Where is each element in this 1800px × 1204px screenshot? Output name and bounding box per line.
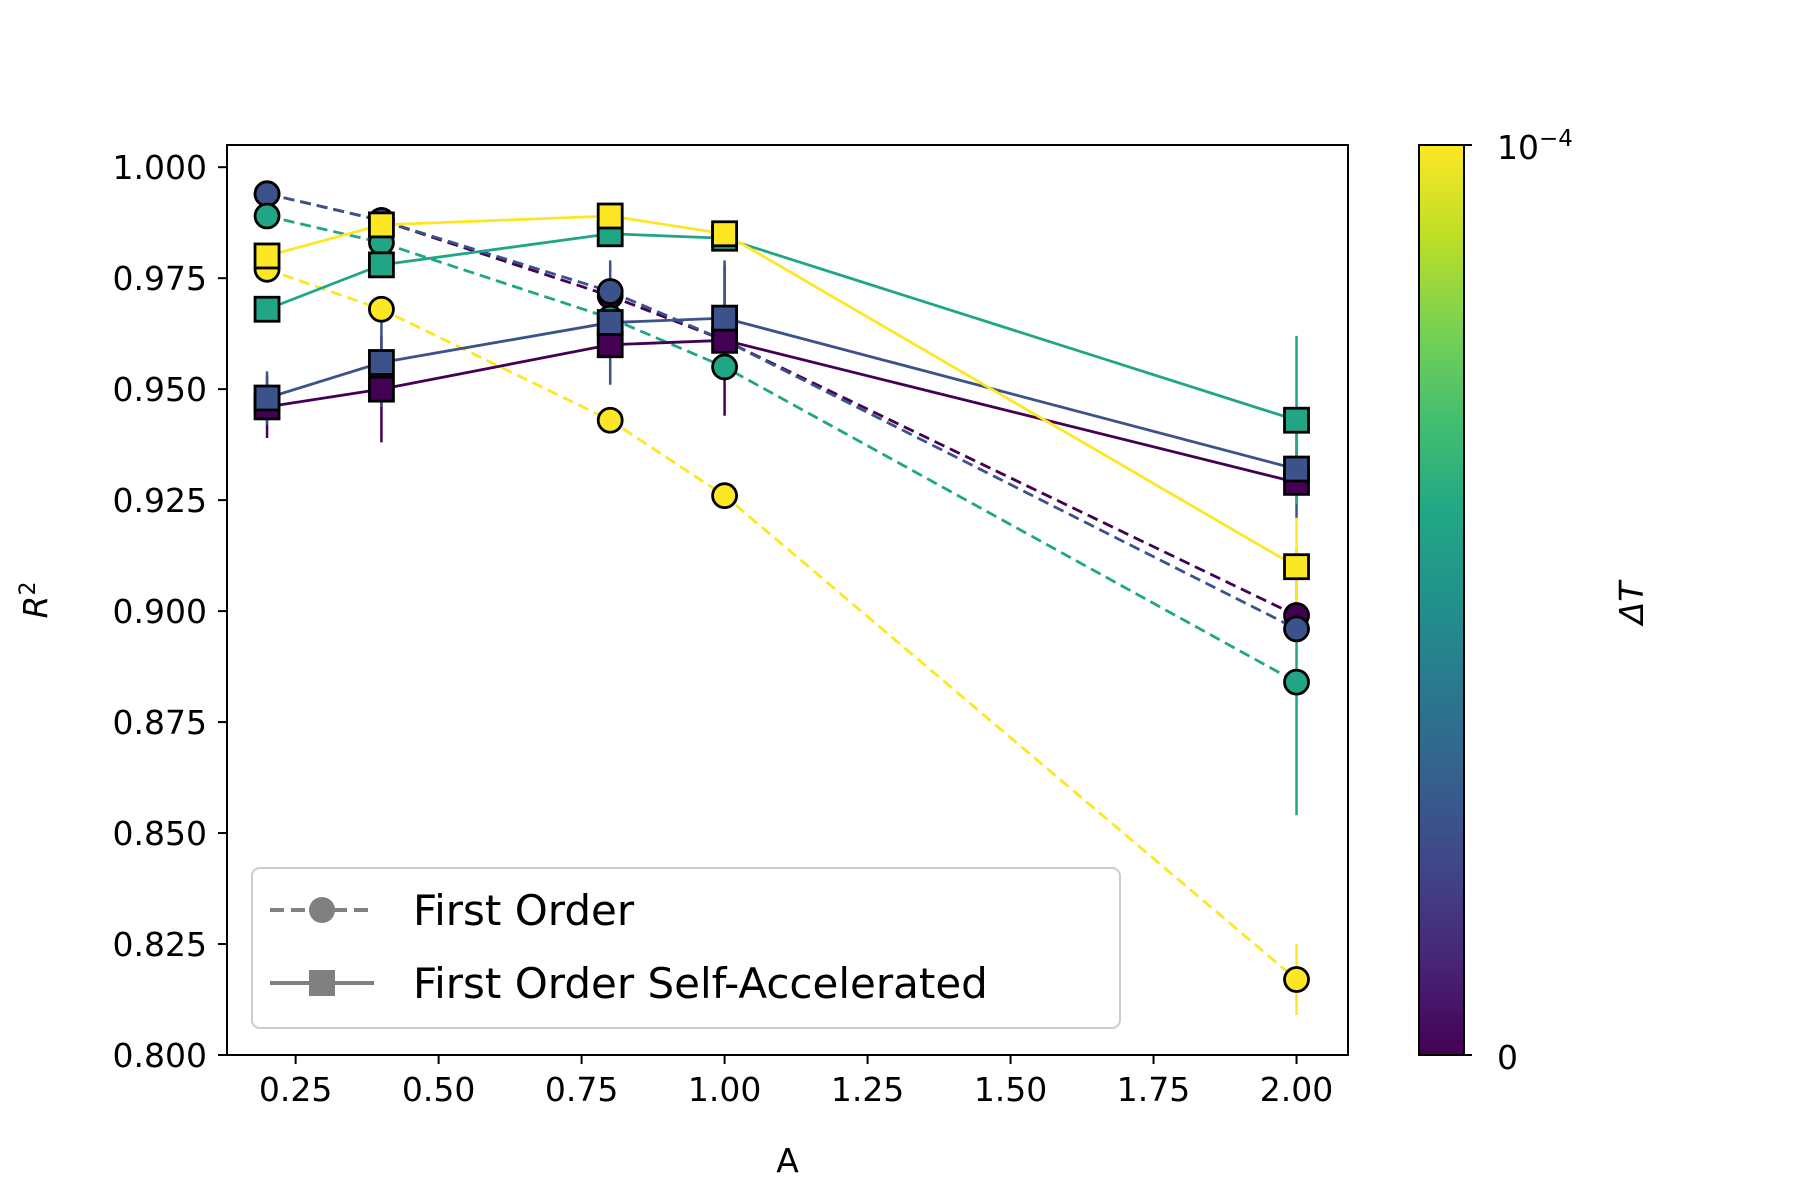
circle-marker: [596, 406, 624, 434]
y-tick-label: 0.825: [113, 925, 207, 964]
square-marker: [1283, 455, 1310, 483]
circle-marker: [1283, 668, 1310, 696]
series-line-1: [266, 192, 1298, 631]
y-tick-label: 0.900: [113, 592, 207, 631]
y-axis-label-exponent: 2: [16, 582, 41, 596]
series-line-5: [266, 316, 1297, 471]
square-marker: [253, 295, 281, 323]
square-marker: [596, 202, 624, 230]
y-axis-label: R2: [16, 582, 56, 619]
legend-square-marker: [309, 970, 335, 996]
y-tick-label: 0.875: [113, 703, 207, 742]
y-axis-ticks: 0.800 0.825 0.850 0.875 0.900 0.925 0.950 0.975…: [113, 148, 227, 1075]
colorbar-label: ΔT: [1612, 579, 1651, 628]
square-marker: [711, 220, 738, 248]
x-tick-label: 0.50: [402, 1070, 475, 1109]
series-markers: [253, 180, 1310, 993]
colorbar-max-label-base: 10: [1497, 128, 1539, 167]
circle-marker: [253, 202, 281, 230]
x-tick-label: 1.25: [831, 1070, 904, 1109]
series-line-2: [266, 214, 1298, 684]
legend-box: [251, 867, 1121, 1029]
square-marker: [368, 211, 395, 239]
x-tick-label: 0.75: [545, 1070, 618, 1109]
legend-entry-first-order: First Order: [270, 886, 635, 935]
x-axis-ticks: 0.25 0.50 0.75 1.00 1.25 1.50 1.75 2.00: [259, 1055, 1333, 1109]
square-marker: [711, 304, 738, 332]
circle-marker: [711, 482, 738, 510]
square-marker: [253, 242, 281, 270]
axes-frame: [226, 144, 1349, 1056]
square-marker: [253, 384, 281, 412]
y-tick-label: 0.975: [113, 259, 207, 298]
series-lines: [266, 192, 1298, 981]
series-line-4: [266, 338, 1297, 484]
x-axis-label: A: [776, 1141, 799, 1180]
circle-marker: [253, 180, 281, 208]
square-marker: [596, 309, 624, 336]
square-marker: [368, 375, 395, 403]
square-marker: [596, 331, 624, 359]
y-axis-label-base: R: [16, 596, 55, 619]
circle-marker: [1283, 966, 1310, 993]
legend: First Order First Order Self-Accelerated: [251, 867, 1121, 1029]
square-marker: [368, 251, 395, 279]
y-tick-label: 0.950: [113, 370, 207, 409]
series-line-7: [266, 214, 1298, 568]
legend-circle-marker: [309, 897, 335, 923]
series-line-6: [266, 232, 1297, 422]
square-marker: [1283, 553, 1310, 581]
y-tick-label: 0.850: [113, 814, 207, 853]
circle-marker: [368, 295, 395, 323]
colorbar: 10−4 0 ΔT: [1418, 126, 1651, 1077]
colorbar-min-label: 0: [1497, 1038, 1518, 1077]
circle-marker: [1283, 615, 1310, 643]
square-marker: [711, 326, 738, 354]
legend-label-first-order-self-accelerated: First Order Self-Accelerated: [413, 959, 988, 1008]
x-tick-label: 1.00: [688, 1070, 761, 1109]
square-marker: [1283, 406, 1310, 434]
legend-entry-first-order-self-accelerated: First Order Self-Accelerated: [270, 959, 988, 1008]
circle-marker: [596, 278, 624, 305]
square-marker: [368, 349, 395, 376]
svg-text:R2: R2: [16, 582, 56, 619]
y-tick-label: 0.800: [113, 1036, 207, 1075]
y-tick-label: 0.925: [113, 481, 207, 520]
colorbar-max-label: 10−4: [1497, 126, 1573, 167]
x-tick-label: 1.50: [974, 1070, 1047, 1109]
colorbar-gradient: [1418, 144, 1465, 1056]
x-tick-label: 1.75: [1117, 1070, 1190, 1109]
x-tick-label: 0.25: [259, 1070, 332, 1109]
legend-label-first-order: First Order: [413, 886, 635, 935]
y-tick-label: 1.000: [113, 148, 207, 187]
colorbar-max-label-exponent: −4: [1539, 126, 1573, 152]
x-tick-label: 2.00: [1260, 1070, 1333, 1109]
circle-marker: [711, 353, 738, 381]
